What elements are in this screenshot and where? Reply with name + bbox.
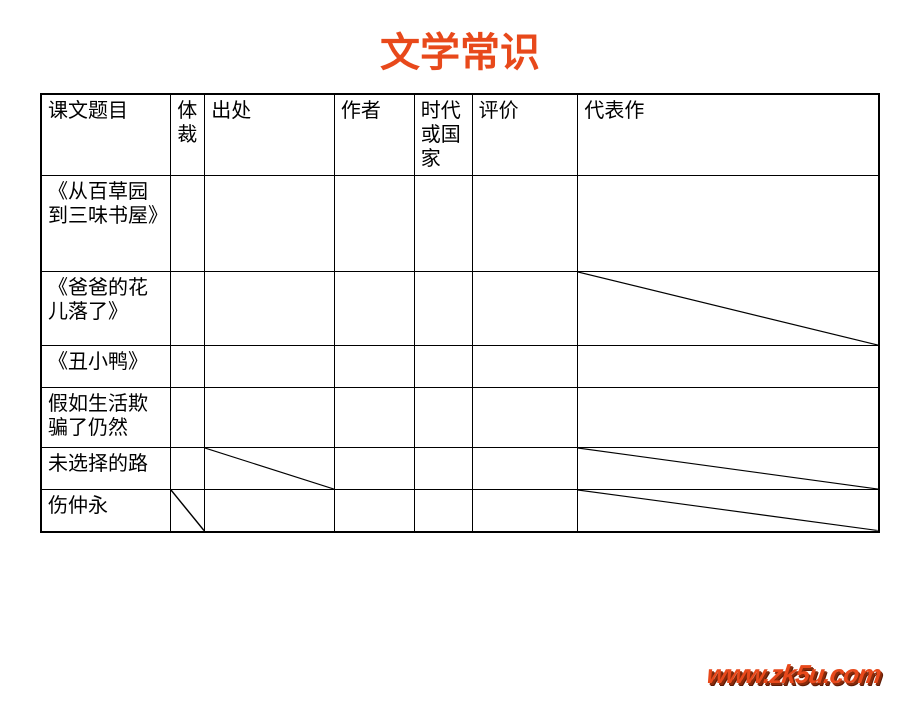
cell <box>472 272 578 346</box>
literary-table: 课文题目 体裁 出处 作者 时代或国家 评价 代表作 《从百草园到三味书屋》 《… <box>40 93 880 533</box>
col-header: 作者 <box>334 94 414 176</box>
table-row: 假如生活欺骗了仍然 <box>41 388 879 448</box>
cell <box>334 388 414 448</box>
cell <box>205 176 335 272</box>
col-header: 出处 <box>205 94 335 176</box>
literary-table-wrap: 课文题目 体裁 出处 作者 时代或国家 评价 代表作 《从百草园到三味书屋》 《… <box>40 93 880 533</box>
row-title: 未选择的路 <box>41 448 171 490</box>
table-row: 伤仲永 <box>41 490 879 532</box>
cell <box>472 490 578 532</box>
cell <box>171 346 205 388</box>
cell <box>472 448 578 490</box>
table-row: 《丑小鸭》 <box>41 346 879 388</box>
cell <box>472 346 578 388</box>
cell <box>205 272 335 346</box>
col-header: 代表作 <box>578 94 879 176</box>
row-title: 《爸爸的花儿落了》 <box>41 272 171 346</box>
col-header: 课文题目 <box>41 94 171 176</box>
cell <box>205 448 335 490</box>
cell <box>334 346 414 388</box>
cell <box>205 388 335 448</box>
row-title: 伤仲永 <box>41 490 171 532</box>
cell <box>171 272 205 346</box>
table-row: 未选择的路 <box>41 448 879 490</box>
cell <box>334 448 414 490</box>
table-row: 《爸爸的花儿落了》 <box>41 272 879 346</box>
cell <box>334 176 414 272</box>
cell <box>414 388 472 448</box>
cell <box>171 448 205 490</box>
cell <box>472 388 578 448</box>
cell <box>334 272 414 346</box>
col-header: 时代或国家 <box>414 94 472 176</box>
cell <box>578 272 879 346</box>
cell <box>472 176 578 272</box>
cell <box>414 176 472 272</box>
cell <box>578 388 879 448</box>
cell <box>578 346 879 388</box>
cell <box>171 388 205 448</box>
cell <box>414 490 472 532</box>
cell <box>171 490 205 532</box>
cell <box>171 176 205 272</box>
row-title: 假如生活欺骗了仍然 <box>41 388 171 448</box>
cell <box>578 176 879 272</box>
cell <box>578 448 879 490</box>
cell <box>205 490 335 532</box>
row-title: 《从百草园到三味书屋》 <box>41 176 171 272</box>
table-row: 《从百草园到三味书屋》 <box>41 176 879 272</box>
cell <box>414 272 472 346</box>
col-header: 体裁 <box>171 94 205 176</box>
row-title: 《丑小鸭》 <box>41 346 171 388</box>
cell <box>334 490 414 532</box>
cell <box>205 346 335 388</box>
cell <box>414 346 472 388</box>
table-header-row: 课文题目 体裁 出处 作者 时代或国家 评价 代表作 <box>41 94 879 176</box>
watermark-text: www.zk5u.com <box>704 659 882 690</box>
col-header: 评价 <box>472 94 578 176</box>
cell <box>578 490 879 532</box>
cell <box>414 448 472 490</box>
page-title: 文学常识 <box>0 20 920 78</box>
